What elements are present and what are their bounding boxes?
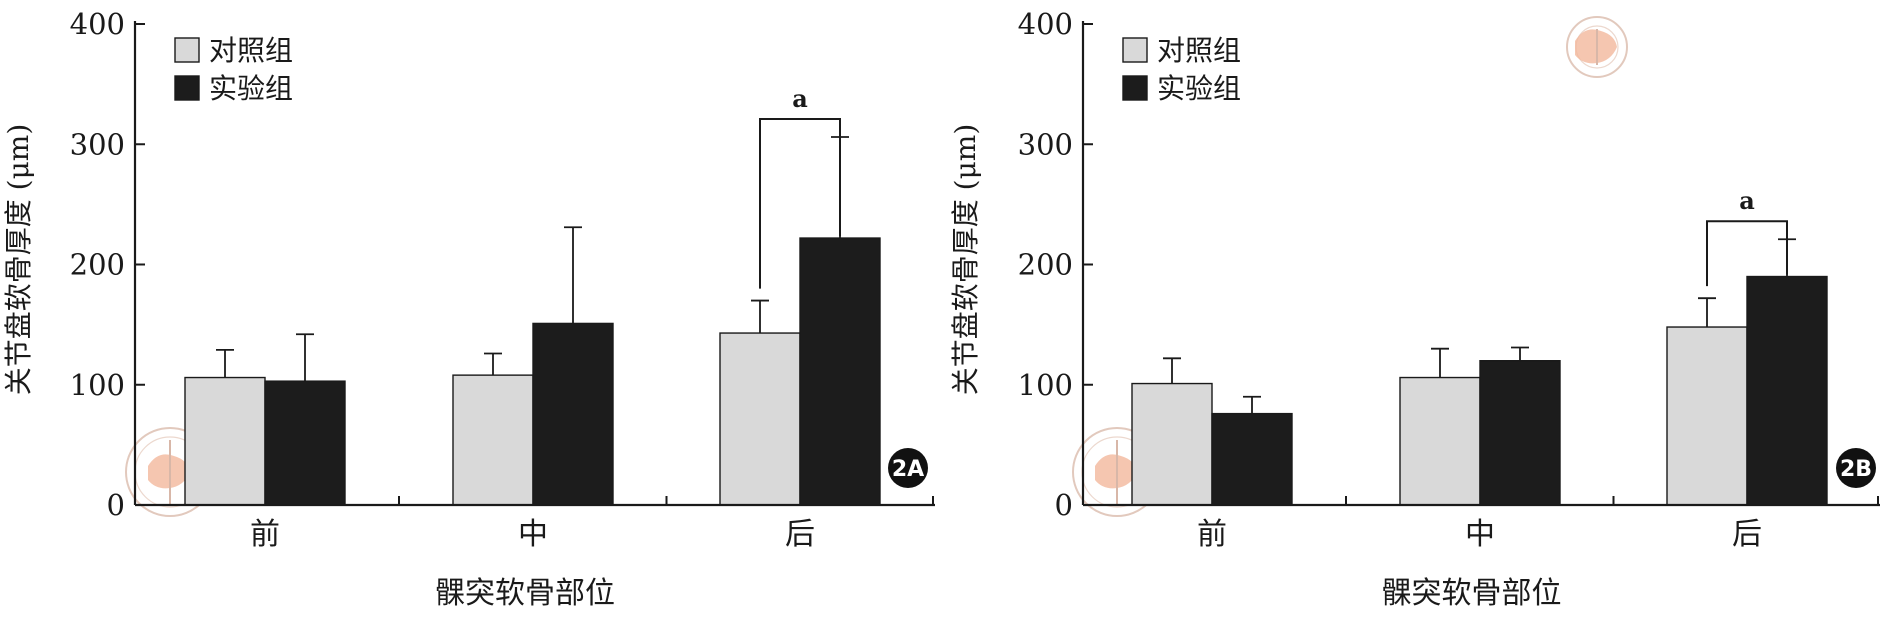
- y-tick-label: 300: [70, 127, 125, 161]
- bar: [452, 374, 534, 506]
- x-tick-label: 中: [518, 517, 548, 552]
- bar: [532, 322, 614, 506]
- panel-badge: [1836, 448, 1876, 488]
- y-tick-label: 0: [107, 488, 125, 522]
- bar: [1399, 376, 1481, 506]
- legend-label: 实验组: [1157, 72, 1241, 105]
- x-axis-title: 髁突软骨部位: [435, 576, 615, 611]
- legend-label: 实验组: [209, 72, 293, 105]
- y-tick-label: 200: [1018, 248, 1073, 282]
- bar: [1211, 412, 1293, 506]
- x-tick-label: 后: [785, 517, 815, 552]
- bar: [719, 332, 801, 506]
- bar: [1479, 360, 1561, 506]
- legend-swatch: [1122, 37, 1148, 63]
- panel-label: 2B: [1840, 457, 1872, 482]
- legend-swatch: [174, 37, 200, 63]
- significance-bracket: [1706, 220, 1788, 287]
- y-tick-label: 100: [1018, 368, 1073, 402]
- significance-label: a: [1739, 186, 1755, 215]
- y-tick-label: 400: [1018, 7, 1073, 41]
- x-tick-label: 后: [1732, 517, 1762, 552]
- legend-label: 对照组: [1157, 34, 1241, 67]
- bar: [1131, 382, 1213, 506]
- bar: [1666, 326, 1748, 506]
- bar: [184, 376, 266, 506]
- y-axis-title: 关节盘软骨厚度 (μm): [2, 124, 35, 396]
- y-axis-title: 关节盘软骨厚度 (μm): [949, 124, 982, 396]
- bar: [1746, 275, 1828, 506]
- y-tick-label: 200: [70, 248, 125, 282]
- bar: [264, 380, 346, 506]
- legend-label: 对照组: [209, 34, 293, 67]
- x-tick-label: 中: [1465, 517, 1495, 552]
- y-tick-label: 100: [70, 368, 125, 402]
- publisher-watermark: [1566, 16, 1628, 78]
- y-tick-label: 400: [70, 7, 125, 41]
- significance-bracket: [759, 118, 841, 289]
- x-tick-label: 前: [250, 517, 280, 552]
- legend-swatch: [174, 75, 200, 101]
- panel-badge: [888, 448, 928, 488]
- x-axis-title: 髁突软骨部位: [1382, 576, 1562, 611]
- panel-label: 2A: [892, 457, 924, 482]
- y-tick-label: 300: [1018, 127, 1073, 161]
- seal-outer-ring: [1566, 16, 1628, 78]
- significance-label: a: [792, 84, 808, 113]
- x-tick-label: 前: [1197, 517, 1227, 552]
- bar: [799, 237, 881, 506]
- y-tick-label: 0: [1055, 488, 1073, 522]
- legend-swatch: [1122, 75, 1148, 101]
